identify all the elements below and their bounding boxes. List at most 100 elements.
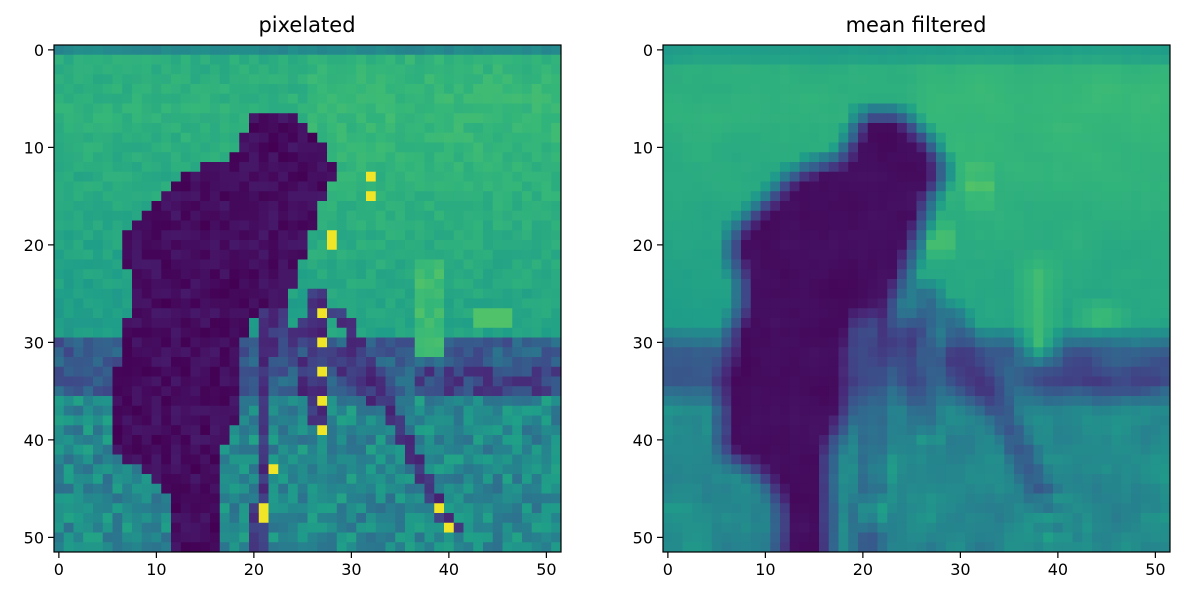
heatmap-cell xyxy=(229,522,240,533)
heatmap-cell xyxy=(984,74,995,85)
heatmap-cell xyxy=(161,493,172,504)
heatmap-cell xyxy=(63,337,74,348)
heatmap-cell xyxy=(132,123,143,134)
heatmap-cell xyxy=(809,298,820,309)
heatmap-cell xyxy=(1101,444,1112,455)
heatmap-cell xyxy=(1023,132,1034,143)
heatmap-cell xyxy=(760,269,771,280)
heatmap-cell xyxy=(54,142,65,153)
heatmap-cell xyxy=(93,220,104,231)
heatmap-cell xyxy=(219,171,230,182)
heatmap-cell xyxy=(307,152,318,163)
heatmap-cell xyxy=(897,142,908,153)
heatmap-cell xyxy=(1160,327,1171,338)
heatmap-cell xyxy=(161,444,172,455)
heatmap-cell xyxy=(190,132,201,143)
heatmap-cell xyxy=(741,113,752,124)
heatmap-cell xyxy=(297,259,308,270)
heatmap-cell xyxy=(297,142,308,153)
heatmap-cell xyxy=(161,337,172,348)
heatmap-cell xyxy=(141,483,152,494)
heatmap-cell xyxy=(385,318,396,329)
heatmap-cell xyxy=(1150,279,1161,290)
heatmap-cell xyxy=(1140,405,1151,416)
heatmap-cell xyxy=(502,288,513,299)
heatmap-cell xyxy=(819,103,830,114)
heatmap-cell xyxy=(229,132,240,143)
heatmap-cell xyxy=(307,415,318,426)
heatmap-cell xyxy=(1062,132,1073,143)
heatmap-cell xyxy=(102,45,113,56)
heatmap-cell xyxy=(1004,435,1015,446)
heatmap-cell xyxy=(721,132,732,143)
heatmap-cell xyxy=(268,84,279,95)
heatmap-cell xyxy=(711,84,722,95)
heatmap-cell xyxy=(789,152,800,163)
heatmap-cell xyxy=(171,532,182,543)
heatmap-cell xyxy=(122,74,133,85)
heatmap-cell xyxy=(1062,435,1073,446)
heatmap-cell xyxy=(258,152,269,163)
heatmap-cell xyxy=(171,522,182,533)
heatmap-cell xyxy=(180,288,191,299)
heatmap-cell xyxy=(877,444,888,455)
heatmap-cell xyxy=(1160,123,1171,134)
heatmap-cell xyxy=(867,142,878,153)
heatmap-cell xyxy=(102,542,113,553)
heatmap-cell xyxy=(395,366,406,377)
heatmap-cell xyxy=(906,201,917,212)
heatmap-cell xyxy=(453,298,464,309)
heatmap-cell xyxy=(366,513,377,524)
heatmap-cell xyxy=(522,220,533,231)
heatmap-cell xyxy=(102,337,113,348)
heatmap-cell xyxy=(141,347,152,358)
heatmap-cell xyxy=(731,298,742,309)
heatmap-cell xyxy=(502,132,513,143)
heatmap-cell xyxy=(731,357,742,368)
heatmap-cell xyxy=(502,405,513,416)
heatmap-cell xyxy=(249,152,260,163)
heatmap-cell xyxy=(531,366,542,377)
heatmap-cell xyxy=(838,318,849,329)
heatmap-cell xyxy=(171,288,182,299)
heatmap-cell xyxy=(102,84,113,95)
heatmap-cell xyxy=(473,396,484,407)
heatmap-cell xyxy=(171,132,182,143)
heatmap-cell xyxy=(356,483,367,494)
heatmap-cell xyxy=(327,425,338,436)
heatmap-cell xyxy=(789,269,800,280)
heatmap-cell xyxy=(760,230,771,241)
heatmap-cell xyxy=(1062,327,1073,338)
heatmap-cell xyxy=(887,54,898,65)
heatmap-cell xyxy=(288,474,299,485)
heatmap-cell xyxy=(721,64,732,75)
heatmap-cell xyxy=(132,142,143,153)
heatmap-cell xyxy=(219,249,230,260)
heatmap-cell xyxy=(1131,123,1142,134)
heatmap-cell xyxy=(63,84,74,95)
heatmap-cell xyxy=(210,93,221,104)
heatmap-cell xyxy=(102,191,113,202)
heatmap-cell xyxy=(731,327,742,338)
heatmap-cell xyxy=(483,327,494,338)
heatmap-cell xyxy=(955,113,966,124)
heatmap-cell xyxy=(395,503,406,514)
heatmap-cell xyxy=(190,454,201,465)
heatmap-cell xyxy=(867,220,878,231)
heatmap-cell xyxy=(210,542,221,553)
heatmap-cell xyxy=(848,210,859,221)
heatmap-cell xyxy=(356,493,367,504)
heatmap-cell xyxy=(366,357,377,368)
heatmap-cell xyxy=(161,298,172,309)
heatmap-cell xyxy=(502,142,513,153)
heatmap-cell xyxy=(83,493,94,504)
heatmap-cell xyxy=(1014,435,1025,446)
heatmap-cell xyxy=(760,464,771,475)
heatmap-cell xyxy=(317,415,328,426)
heatmap-cell xyxy=(444,483,455,494)
heatmap-cell xyxy=(434,288,445,299)
heatmap-cell xyxy=(531,483,542,494)
heatmap-cell xyxy=(906,162,917,173)
heatmap-cell xyxy=(975,93,986,104)
heatmap-cell xyxy=(317,298,328,309)
